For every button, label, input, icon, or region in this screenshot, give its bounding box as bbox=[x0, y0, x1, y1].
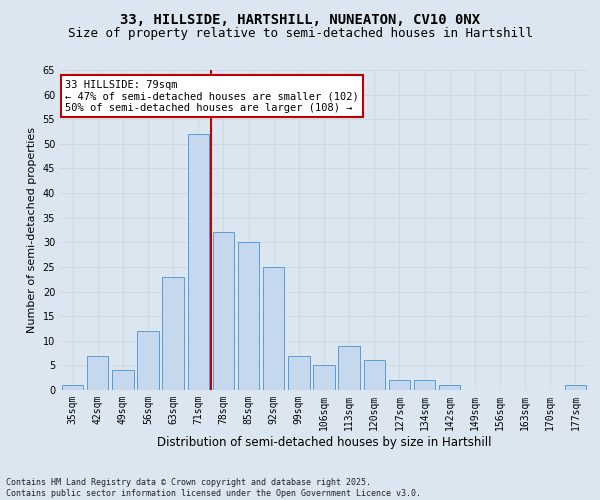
Bar bbox=[137, 331, 158, 390]
Bar bbox=[338, 346, 360, 390]
Bar bbox=[87, 356, 109, 390]
Y-axis label: Number of semi-detached properties: Number of semi-detached properties bbox=[27, 127, 37, 333]
Bar bbox=[364, 360, 385, 390]
X-axis label: Distribution of semi-detached houses by size in Hartshill: Distribution of semi-detached houses by … bbox=[157, 436, 491, 448]
Text: 33 HILLSIDE: 79sqm
← 47% of semi-detached houses are smaller (102)
50% of semi-d: 33 HILLSIDE: 79sqm ← 47% of semi-detache… bbox=[65, 80, 359, 113]
Bar bbox=[263, 267, 284, 390]
Bar bbox=[313, 366, 335, 390]
Bar bbox=[414, 380, 435, 390]
Bar bbox=[62, 385, 83, 390]
Bar bbox=[565, 385, 586, 390]
Bar bbox=[238, 242, 259, 390]
Bar bbox=[439, 385, 460, 390]
Bar bbox=[163, 277, 184, 390]
Text: Contains HM Land Registry data © Crown copyright and database right 2025.
Contai: Contains HM Land Registry data © Crown c… bbox=[6, 478, 421, 498]
Bar bbox=[112, 370, 134, 390]
Text: 33, HILLSIDE, HARTSHILL, NUNEATON, CV10 0NX: 33, HILLSIDE, HARTSHILL, NUNEATON, CV10 … bbox=[120, 12, 480, 26]
Bar bbox=[389, 380, 410, 390]
Bar bbox=[213, 232, 234, 390]
Bar bbox=[188, 134, 209, 390]
Bar bbox=[288, 356, 310, 390]
Text: Size of property relative to semi-detached houses in Hartshill: Size of property relative to semi-detach… bbox=[67, 28, 533, 40]
